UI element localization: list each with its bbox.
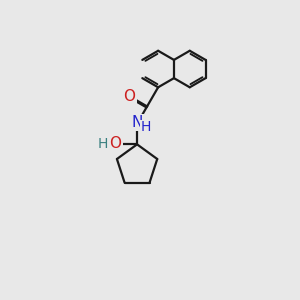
- Text: O: O: [123, 89, 135, 104]
- Text: N: N: [131, 115, 143, 130]
- Text: H: H: [141, 120, 151, 134]
- Text: O: O: [110, 136, 122, 151]
- Text: H: H: [98, 137, 108, 151]
